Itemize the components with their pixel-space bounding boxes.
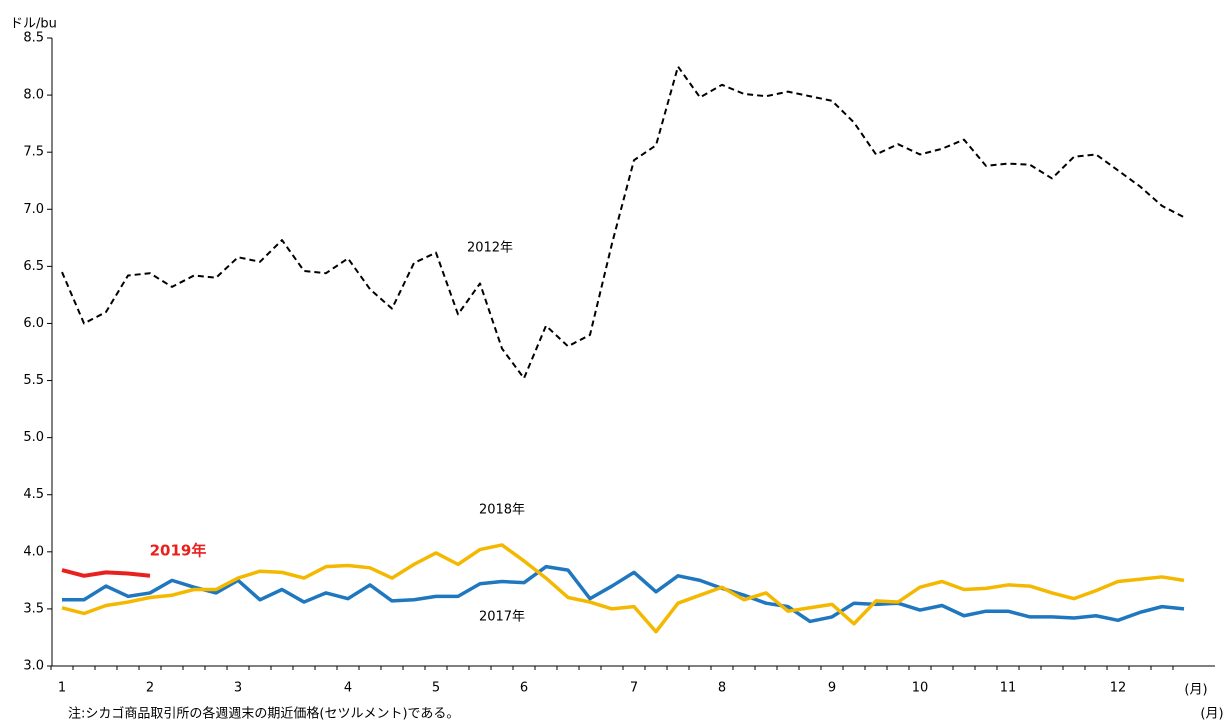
series-line [61,568,151,578]
y-tick-label: 4.0 [23,544,44,559]
x-tick-label: 10 [912,681,929,696]
x-tick-label: 5 [432,681,440,696]
y-tick-label: 6.5 [23,259,44,274]
series-label: 2019年 [150,542,207,560]
y-tick-label: 8.5 [23,31,44,46]
annotation: (月) [1200,707,1223,722]
y-tick-label: 7.5 [23,145,44,160]
series-line [62,564,1185,624]
x-tick-label: 2 [146,681,154,696]
y-tick-label: 4.5 [23,487,44,502]
x-tick-label: 8 [718,681,726,696]
y-axis-label: ドル/bu [10,17,57,32]
series-line [61,543,1185,634]
x-tick-label: 4 [344,681,352,696]
y-tick-label: 6.0 [23,316,44,331]
series-label: 2012年 [467,241,513,256]
y-tick-label: 3.5 [23,601,44,616]
series-line [61,65,1185,380]
y-tick-label: 8.0 [23,88,44,103]
y-tick-label: 3.0 [23,659,44,674]
x-axis-label: (月) [1184,683,1207,698]
y-tick-label: 5.0 [23,430,44,445]
series-label: 2017年 [479,610,525,625]
x-tick-label: 9 [828,681,836,696]
x-tick-label: 3 [234,681,242,696]
x-tick-label: 7 [630,681,638,696]
x-tick-label: 6 [520,681,528,696]
y-tick-label: 5.5 [23,373,44,388]
y-tick-label: 7.0 [23,202,44,217]
x-tick-label: 12 [1110,681,1127,696]
x-tick-label: 1 [58,681,66,696]
x-tick-label: 11 [1000,681,1017,696]
note: 注:シカゴ商品取引所の各週週末の期近価格(セツルメント)である。 [68,706,459,722]
series-label: 2018年 [479,503,525,518]
